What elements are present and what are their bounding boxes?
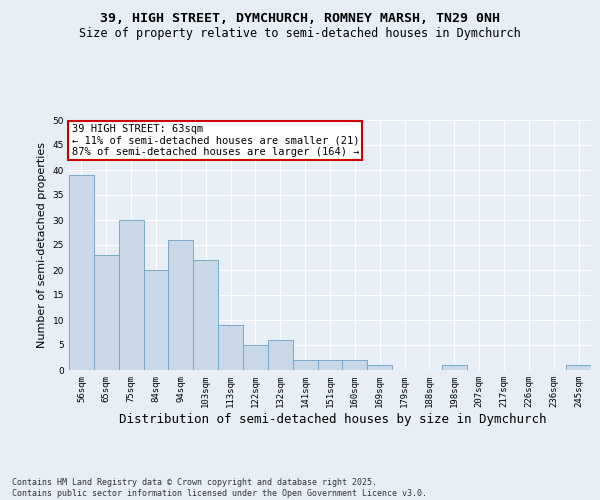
Text: Distribution of semi-detached houses by size in Dymchurch: Distribution of semi-detached houses by … <box>119 412 547 426</box>
Bar <box>317 360 343 370</box>
Bar <box>169 240 193 370</box>
Y-axis label: Number of semi-detached properties: Number of semi-detached properties <box>37 142 47 348</box>
Bar <box>343 360 367 370</box>
Bar <box>218 325 243 370</box>
Bar <box>293 360 317 370</box>
Text: 39, HIGH STREET, DYMCHURCH, ROMNEY MARSH, TN29 0NH: 39, HIGH STREET, DYMCHURCH, ROMNEY MARSH… <box>100 12 500 26</box>
Text: Contains HM Land Registry data © Crown copyright and database right 2025.
Contai: Contains HM Land Registry data © Crown c… <box>12 478 427 498</box>
Bar <box>367 365 392 370</box>
Text: 39 HIGH STREET: 63sqm
← 11% of semi-detached houses are smaller (21)
87% of semi: 39 HIGH STREET: 63sqm ← 11% of semi-deta… <box>71 124 359 157</box>
Bar <box>193 260 218 370</box>
Bar <box>119 220 143 370</box>
Bar <box>243 345 268 370</box>
Bar <box>268 340 293 370</box>
Bar <box>69 175 94 370</box>
Bar <box>94 255 119 370</box>
Text: Size of property relative to semi-detached houses in Dymchurch: Size of property relative to semi-detach… <box>79 28 521 40</box>
Bar <box>566 365 591 370</box>
Bar <box>143 270 169 370</box>
Bar <box>442 365 467 370</box>
